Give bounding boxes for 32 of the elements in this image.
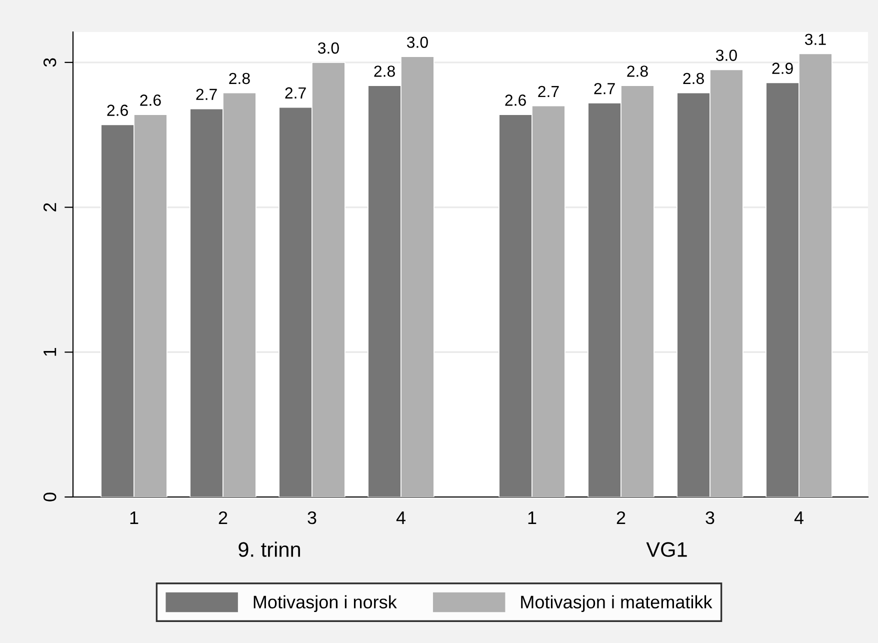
x-tick-label: 2 (616, 511, 626, 524)
data-label: 3.0 (318, 42, 339, 54)
data-label: 2.6 (140, 94, 161, 106)
y-tick-label: 2 (43, 203, 56, 212)
y-tick-label: 3 (43, 58, 56, 67)
data-label: 2.8 (374, 66, 395, 77)
x-axis-title: VG1 (646, 542, 687, 557)
data-label: 2.9 (772, 62, 793, 74)
data-label: 2.8 (627, 66, 648, 77)
y-tick-label: 0 (43, 492, 56, 502)
data-label: 2.7 (285, 87, 306, 98)
data-label: 2.7 (538, 86, 559, 98)
data-label: 2.7 (196, 88, 217, 100)
x-tick-label: 3 (308, 511, 316, 524)
data-label: 3.0 (716, 50, 737, 61)
x-tick-label: 2 (218, 511, 228, 524)
data-label: 3.1 (804, 34, 826, 46)
data-label: 2.6 (505, 94, 526, 106)
data-label: 3.0 (406, 36, 428, 48)
legend-label: Motivasjon i matematikk (521, 595, 712, 612)
y-tick-label: 1 (44, 348, 56, 356)
x-tick-label: 1 (130, 512, 138, 524)
x-tick-label: 1 (528, 512, 536, 524)
data-label: 2.6 (107, 104, 128, 116)
x-tick-label: 4 (794, 512, 804, 524)
data-label: 2.7 (594, 82, 615, 94)
data-label: 2.8 (229, 72, 250, 84)
x-tick-label: 3 (706, 511, 714, 524)
x-axis-title: 9. trinn (238, 542, 300, 557)
x-tick-label: 4 (396, 512, 406, 524)
legend-label: Motivasjon i norsk (254, 595, 397, 612)
data-label: 2.8 (683, 72, 704, 84)
